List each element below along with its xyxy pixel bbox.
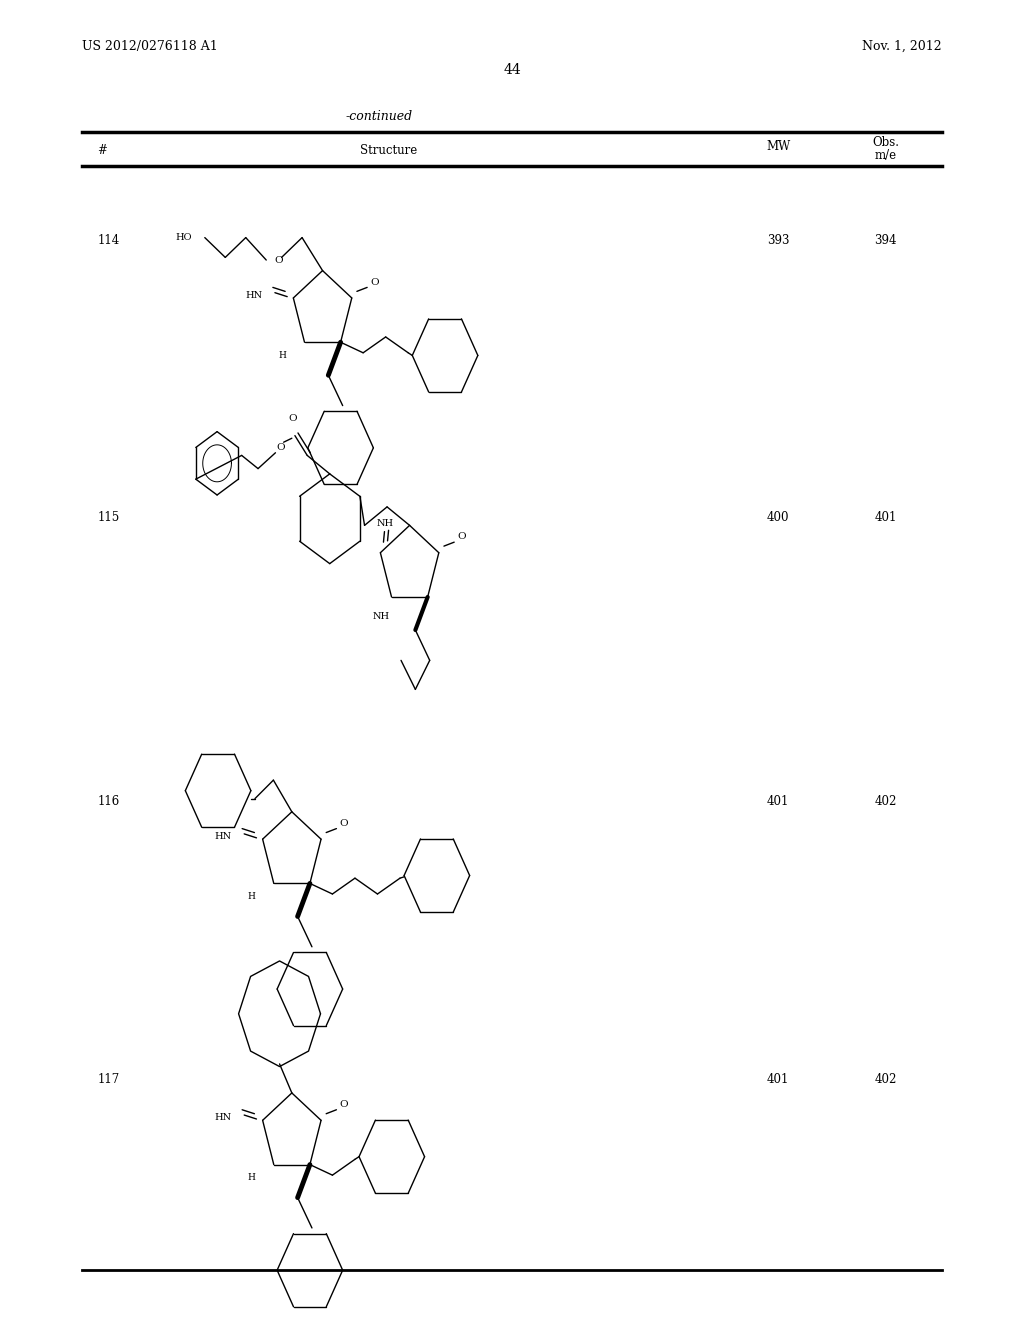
Text: 116: 116 [97,795,120,808]
Text: -continued: -continued [345,110,413,123]
Text: O: O [276,444,285,451]
Text: O: O [370,277,379,286]
Text: Nov. 1, 2012: Nov. 1, 2012 [862,40,942,53]
Text: 44: 44 [503,63,521,77]
Text: 400: 400 [767,511,790,524]
Text: Obs.: Obs. [872,136,899,149]
Text: HO: HO [175,234,191,242]
Text: O: O [339,1100,348,1109]
Text: MW: MW [766,140,791,153]
Text: HN: HN [215,1113,231,1122]
Text: m/e: m/e [874,149,897,162]
Text: H: H [279,351,286,360]
Text: O: O [289,414,297,422]
Text: HN: HN [246,290,262,300]
Text: H: H [248,1173,255,1183]
Text: 393: 393 [767,234,790,247]
Text: 394: 394 [874,234,897,247]
Text: O: O [457,532,466,541]
Text: 114: 114 [97,234,120,247]
Text: 401: 401 [874,511,897,524]
Text: Structure: Structure [360,144,418,157]
Text: O: O [274,256,283,264]
Text: 402: 402 [874,795,897,808]
Text: 401: 401 [767,795,790,808]
Text: 115: 115 [97,511,120,524]
Text: #: # [97,144,108,157]
Text: HN: HN [215,832,231,841]
Text: 117: 117 [97,1073,120,1086]
Text: O: O [339,818,348,828]
Text: H: H [248,892,255,902]
Text: US 2012/0276118 A1: US 2012/0276118 A1 [82,40,218,53]
Text: NH: NH [373,612,390,622]
Text: 402: 402 [874,1073,897,1086]
Text: 401: 401 [767,1073,790,1086]
Text: NH: NH [377,519,394,528]
